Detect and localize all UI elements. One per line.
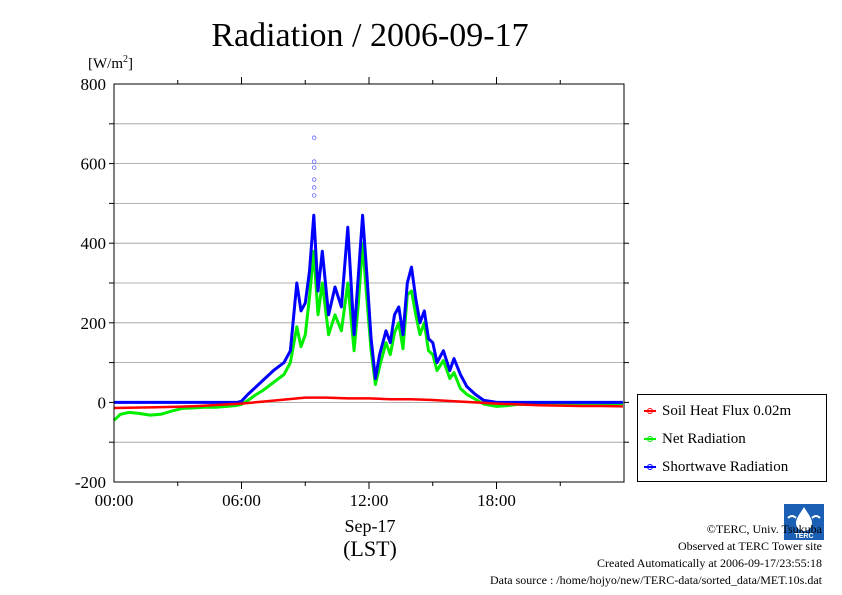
legend-swatch-soil-heat-flux <box>644 410 656 412</box>
outlier-point <box>312 166 316 170</box>
outlier-point <box>312 160 316 164</box>
outlier-point <box>312 194 316 198</box>
footer-observed: Observed at TERC Tower site <box>678 539 822 554</box>
footer-created: Created Automatically at 2006-09-17/23:5… <box>597 556 822 571</box>
series-layer <box>114 136 623 420</box>
y-tick-label: 0 <box>98 393 107 412</box>
chart-title: Radiation / 2006-09-17 <box>211 17 528 54</box>
x-tick-label: 12:00 <box>350 491 389 510</box>
footer-copyright: ©TERC, Univ. Tsukuba <box>707 522 822 537</box>
outlier-point <box>312 136 316 140</box>
y-tick-label: 600 <box>81 155 107 174</box>
x-tick-label: 00:00 <box>95 491 134 510</box>
legend-swatch-net-radiation <box>644 438 656 440</box>
outlier-point <box>312 186 316 190</box>
y-axis-unit: [W/m2] <box>88 54 133 72</box>
legend-swatch-shortwave-radiation <box>644 466 656 468</box>
outlier-points <box>312 136 316 197</box>
x-tick-labels: 00:00 06:00 12:00 18:00 <box>95 491 516 510</box>
footer-source: Data source : /home/hojyo/new/TERC-data/… <box>490 573 822 588</box>
legend-item-shortwave-radiation: Shortwave Radiation <box>644 457 788 477</box>
series-line-net-radiation <box>114 243 623 420</box>
legend-label-net-radiation: Net Radiation <box>662 431 746 448</box>
outlier-point <box>312 178 316 182</box>
series-net-radiation <box>114 243 623 420</box>
y-tick-label: 800 <box>81 75 107 94</box>
legend: Soil Heat Flux 0.02m Net Radiation Short… <box>637 394 827 482</box>
y-tick-labels: -200 0 200 400 600 800 <box>75 75 106 492</box>
legend-label-soil-heat-flux: Soil Heat Flux 0.02m <box>662 403 791 420</box>
x-axis-timezone-label: (LST) <box>343 536 397 561</box>
legend-label-shortwave-radiation: Shortwave Radiation <box>662 459 788 476</box>
legend-item-net-radiation: Net Radiation <box>644 429 746 449</box>
y-tick-label: 400 <box>81 234 107 253</box>
x-tick-label: 18:00 <box>477 491 516 510</box>
y-tick-label: -200 <box>75 473 106 492</box>
y-tick-label: 200 <box>81 314 107 333</box>
x-axis-date-label: Sep-17 <box>345 516 396 536</box>
x-tick-label: 06:00 <box>222 491 261 510</box>
grid <box>109 77 629 489</box>
chart-canvas: Radiation / 2006-09-17 [W/m2] -200 0 200 40… <box>0 0 842 595</box>
legend-item-soil-heat-flux: Soil Heat Flux 0.02m <box>644 401 791 421</box>
